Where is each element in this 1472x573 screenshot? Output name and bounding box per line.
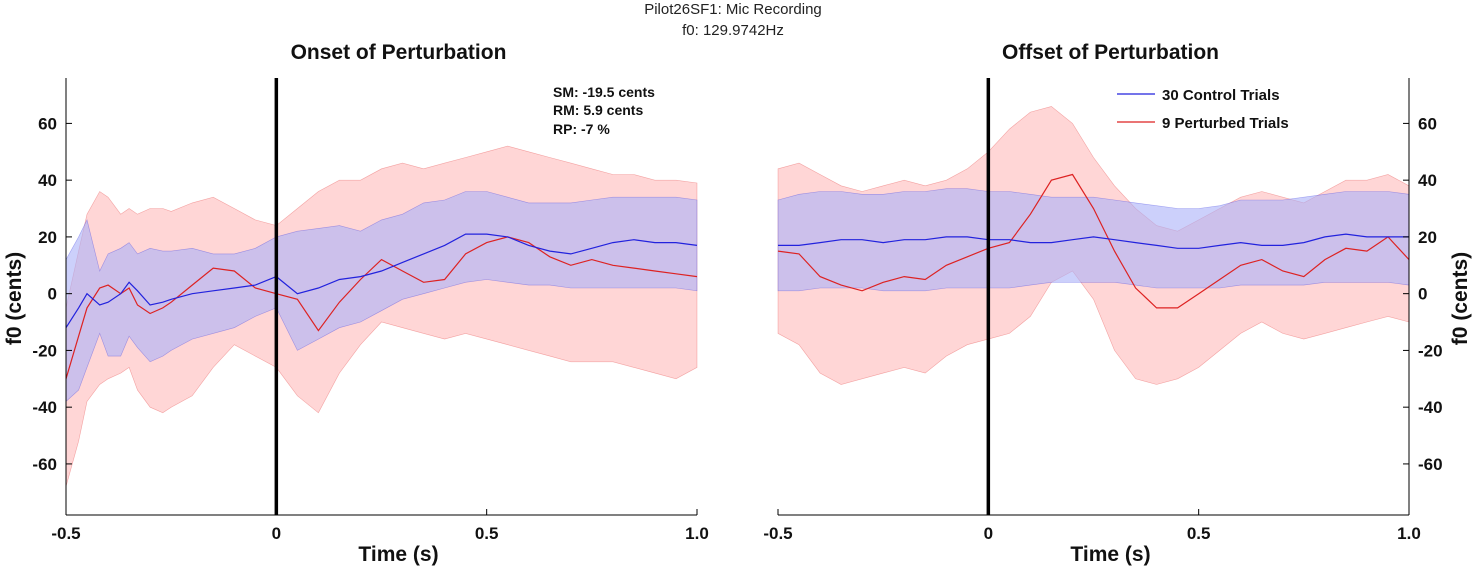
legend-label-control: 30 Control Trials <box>1162 87 1280 104</box>
offset-y-tick-label: 0 <box>1418 285 1427 304</box>
onset-x-tick-label: 0.5 <box>475 524 499 543</box>
stat-sm: SM: -19.5 cents <box>553 84 655 100</box>
onset-series-0-line <box>65 233 698 329</box>
onset-series-0-band <box>65 191 698 403</box>
onset-x-tick-label: 1.0 <box>685 524 709 543</box>
offset-x-tick-label: 0.5 <box>1187 524 1211 543</box>
offset-y-axis-label: f0 (cents) <box>1449 252 1472 345</box>
offset-y-tick-label: -40 <box>1418 398 1443 417</box>
onset-y-tick-label: -20 <box>32 341 57 360</box>
offset-series-0-line <box>778 233 1409 249</box>
stat-rm: RM: 5.9 cents <box>553 102 643 118</box>
offset-x-tick-label: -0.5 <box>763 524 792 543</box>
onset-x-tick-label: 0 <box>272 524 281 543</box>
legend-label-perturbed: 9 Perturbed Trials <box>1162 115 1289 132</box>
stat-rp: RP: -7 % <box>553 121 610 137</box>
offset-title: Offset of Perturbation <box>1002 41 1219 64</box>
offset-y-tick-label: 40 <box>1418 171 1437 190</box>
offset-y-tick-label: -60 <box>1418 455 1443 474</box>
offset-x-axis-label: Time (s) <box>1070 543 1150 566</box>
onset-x-tick-label: -0.5 <box>51 524 80 543</box>
offset-x-tick-label: 0 <box>984 524 993 543</box>
offset-y-tick-label: -20 <box>1418 341 1443 360</box>
onset-y-tick-label: 0 <box>48 285 57 304</box>
offset-y-tick-label: 20 <box>1418 228 1437 247</box>
onset-y-tick-label: -60 <box>32 455 57 474</box>
offset-panel: Offset of Perturbation -0.5 0 0.5 1.0 60 40 20 0… <box>763 41 1472 566</box>
onset-panel: Onset of Perturbation -0.5 0 0.5 1.0 60 40 20 0 -… <box>3 41 709 566</box>
offset-series-1-line <box>777 173 1410 309</box>
onset-y-tick-label: 40 <box>38 171 57 190</box>
onset-title: Onset of Perturbation <box>291 41 507 64</box>
onset-y-tick-label: -40 <box>32 398 57 417</box>
offset-x-tick-label: 1.0 <box>1397 524 1421 543</box>
offset-y-tick-label: 60 <box>1418 114 1437 133</box>
figure-suptitle-line1: Pilot26SF1: Mic Recording <box>644 1 822 18</box>
onset-x-axis-label: Time (s) <box>358 543 438 566</box>
onset-y-tick-label: 20 <box>38 228 57 247</box>
onset-series-1-line <box>65 236 698 379</box>
onset-y-axis-label: f0 (cents) <box>3 252 26 345</box>
figure-suptitle-line2: f0: 129.9742Hz <box>682 22 784 39</box>
onset-y-tick-label: 60 <box>38 114 57 133</box>
